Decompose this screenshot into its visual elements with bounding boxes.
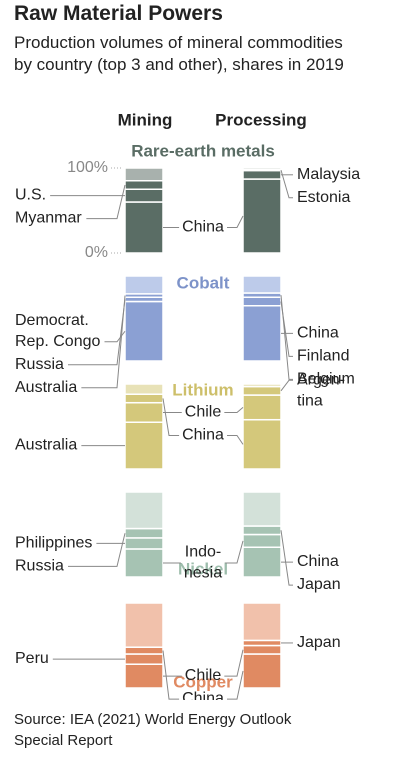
- country-label: Myanmar: [15, 210, 82, 227]
- country-label: Chile: [185, 667, 222, 684]
- chart: Mining Processing 100% 0% Rare-earth metal…: [15, 110, 360, 700]
- y-tick-label: 0%: [85, 244, 108, 261]
- bar-segment: [242, 491, 282, 527]
- connector: [224, 649, 244, 677]
- bar-segment: [242, 418, 282, 470]
- group-name: Copper: [173, 672, 233, 691]
- y-tick-label: 100%: [67, 159, 108, 176]
- country-label: Russia: [15, 356, 64, 373]
- bar-segment: [124, 653, 164, 665]
- bar-segment: [242, 653, 282, 689]
- bar-segment: [242, 525, 282, 536]
- bar-segment: [124, 491, 164, 530]
- bar-segment: [124, 527, 164, 539]
- bar-segment: [242, 167, 282, 171]
- country-label: Finland: [297, 348, 349, 365]
- group-name: Nickel: [178, 559, 228, 578]
- connector: [227, 215, 244, 228]
- country-label: China: [182, 427, 224, 444]
- column-header: Processing: [215, 110, 307, 129]
- country-label: Australia: [15, 437, 77, 454]
- connector: [162, 398, 180, 436]
- bar-segment: [124, 201, 164, 254]
- bar-segment: [124, 548, 164, 578]
- bar-segment: [242, 385, 282, 396]
- bar-segment: [242, 296, 282, 307]
- connector: [224, 406, 244, 413]
- connector: [280, 169, 293, 199]
- connector: [104, 330, 126, 343]
- column-header: Mining: [118, 110, 173, 129]
- chart-subtitle: Production volumes of mineral commoditie…: [14, 33, 344, 74]
- group-name: Cobalt: [177, 273, 230, 292]
- country-label: Estonia: [297, 189, 350, 206]
- connector: [81, 295, 126, 389]
- country-label: U.S.: [15, 187, 46, 204]
- bar-segment: [124, 401, 164, 424]
- country-label: Chile: [185, 404, 222, 421]
- bar-segment: [242, 394, 282, 421]
- country-label: Indo-nesia: [184, 544, 222, 582]
- country-label: Philippines: [15, 535, 92, 552]
- connector: [162, 650, 180, 700]
- country-label: Belgium: [297, 371, 355, 388]
- country-label: Australia: [15, 379, 77, 396]
- group-name: Rare-earth metals: [131, 141, 275, 160]
- bar-segment: [124, 663, 164, 689]
- connector: [280, 295, 293, 380]
- bar-segment: [242, 169, 282, 180]
- source-note: Source: IEA (2021) World Energy Outlook …: [14, 711, 292, 749]
- bar-segment: [124, 421, 164, 470]
- chart-title: Raw Material Powers: [14, 2, 223, 25]
- country-label: China: [182, 690, 224, 700]
- connector: [225, 540, 244, 564]
- bar-segment: [124, 275, 164, 295]
- bar-segment: [242, 383, 282, 388]
- bar-segment: [242, 602, 282, 642]
- country-label: Argen-tina: [297, 372, 345, 410]
- bar-segment: [242, 533, 282, 548]
- bar-segment: [124, 602, 164, 648]
- bar-segment: [124, 646, 164, 655]
- bar-segment: [124, 537, 164, 550]
- group-name: Lithium: [172, 380, 233, 399]
- connector: [280, 530, 293, 586]
- country-label: Democrat. Rep. Congo: [15, 312, 100, 350]
- country-label: Malaysia: [297, 166, 360, 183]
- bar-segment: [124, 393, 164, 404]
- connector: [227, 670, 244, 700]
- bar-segment: [242, 546, 282, 578]
- bar-segment: [242, 644, 282, 655]
- connector: [280, 379, 293, 392]
- country-label: China: [182, 219, 224, 236]
- bar-segment: [242, 305, 282, 362]
- bar-segment: [124, 300, 164, 362]
- bar-segment: [124, 383, 164, 395]
- bar-segment: [124, 188, 164, 203]
- country-label: Japan: [297, 576, 341, 593]
- bar-segment: [124, 167, 164, 182]
- bar-segment: [124, 180, 164, 190]
- country-label: Russia: [15, 558, 64, 575]
- connector: [68, 533, 126, 567]
- bar-segment: [242, 275, 282, 294]
- connector: [227, 434, 244, 445]
- country-label: Peru: [15, 650, 49, 667]
- country-label: Japan: [297, 634, 341, 651]
- country-label: China: [297, 325, 339, 342]
- connector: [86, 184, 126, 220]
- bar-segment: [242, 178, 282, 254]
- country-label: China: [297, 553, 339, 570]
- bar-segment: [242, 639, 282, 647]
